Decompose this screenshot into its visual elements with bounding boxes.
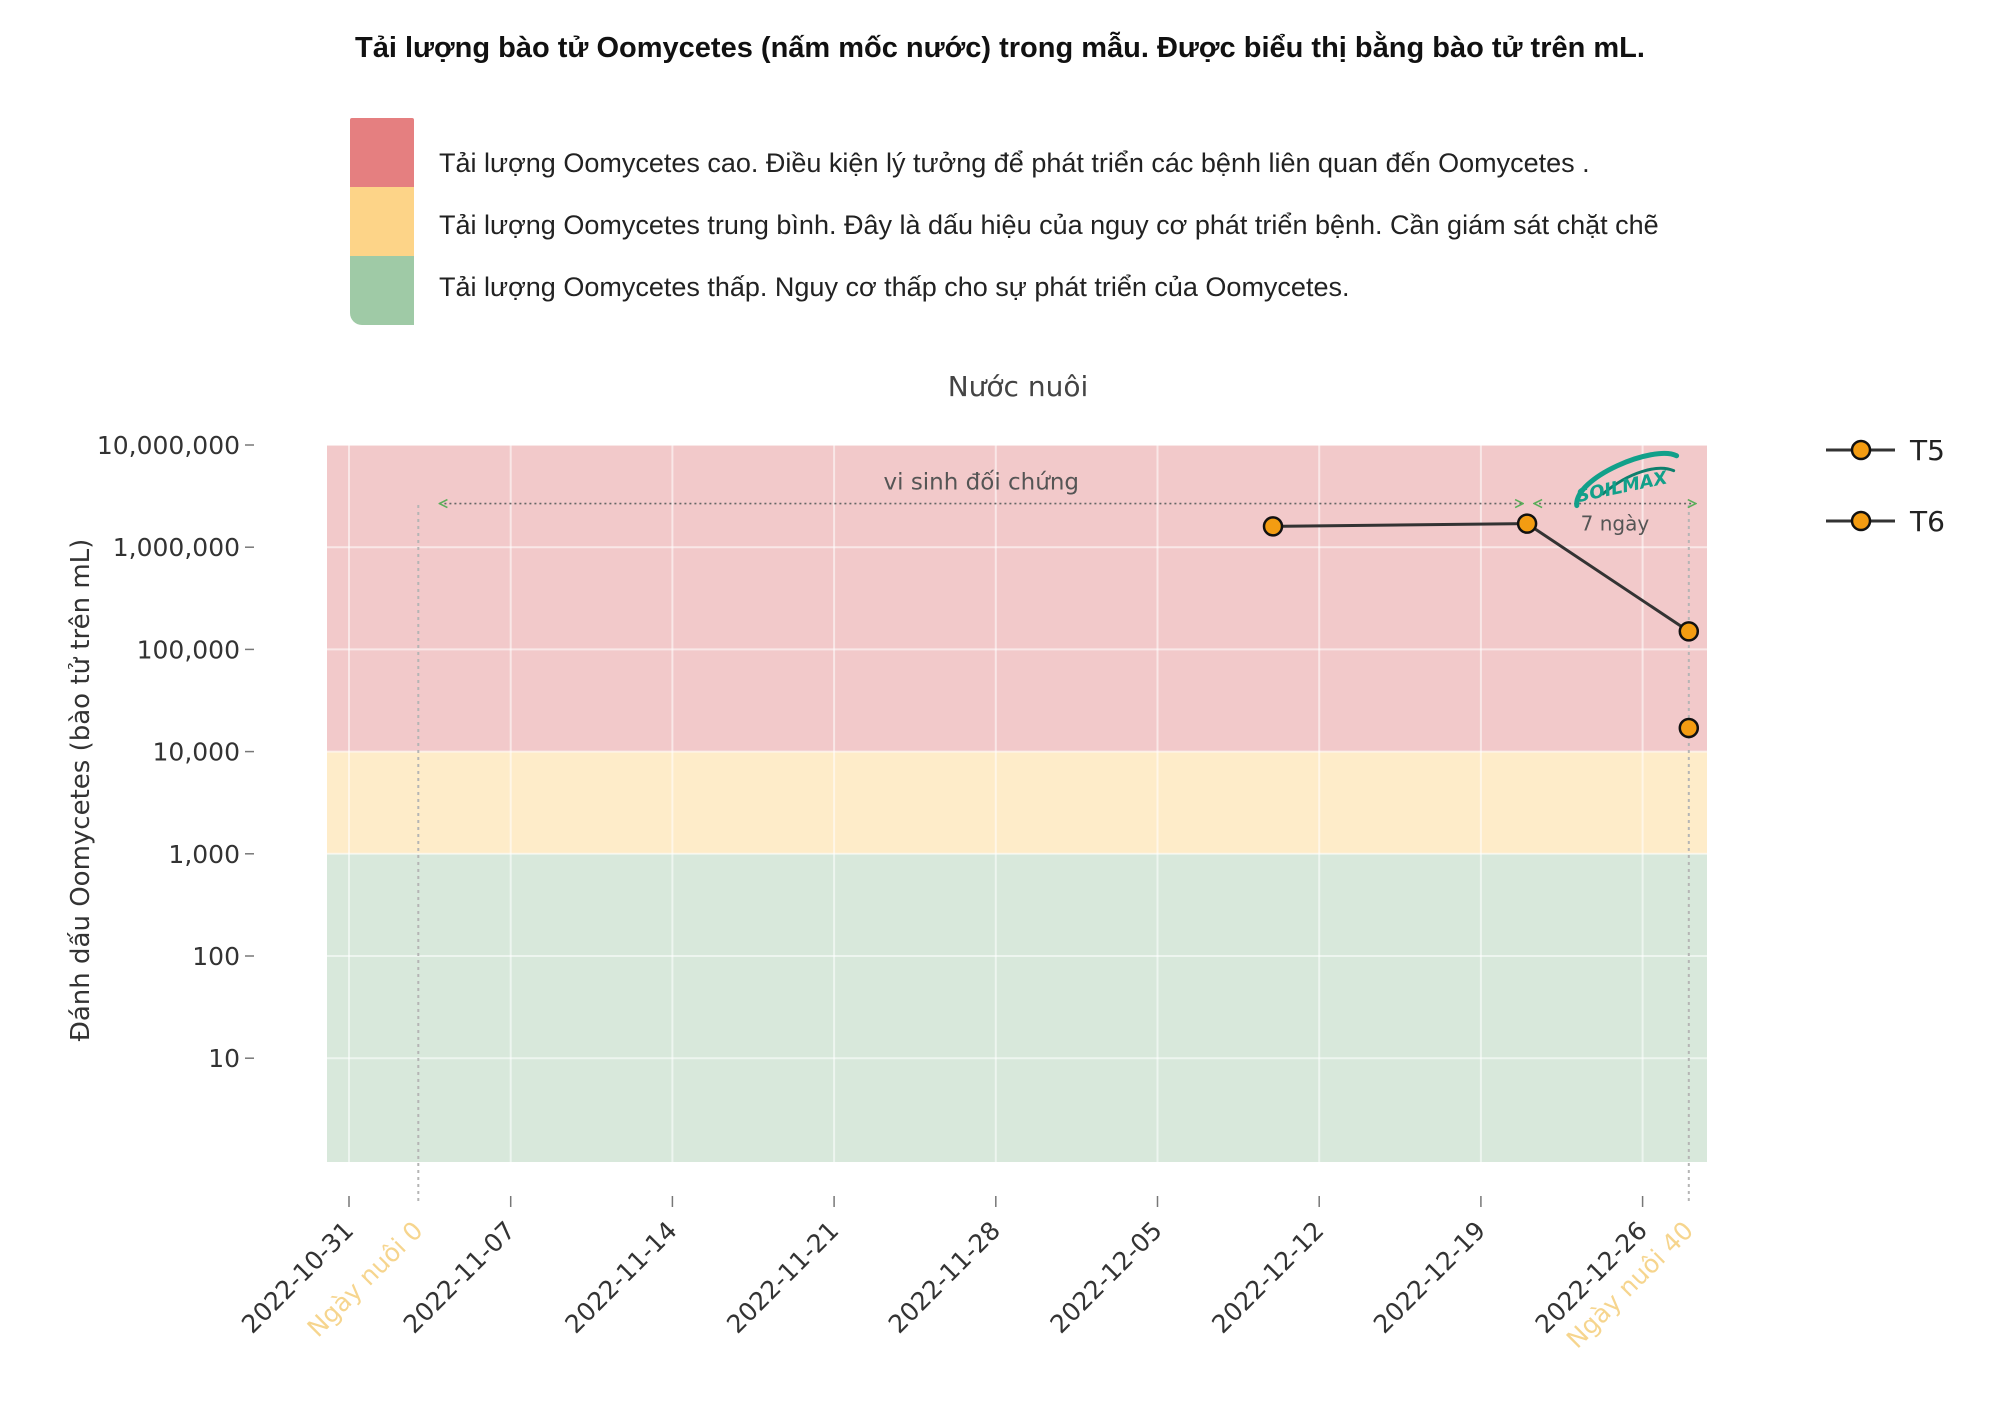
legend-text-low: Tải lượng Oomycetes thấp. Nguy cơ thấp c… xyxy=(439,272,1350,302)
legend-label-T6: T6 xyxy=(1909,505,1945,538)
x-tick-label-4: 2022-11-28 xyxy=(883,1216,1006,1339)
band-0 xyxy=(327,445,1707,752)
risk-bands xyxy=(327,445,1707,1162)
point-T5-1 xyxy=(1516,513,1538,534)
series xyxy=(1262,513,1700,739)
annotation-label-0: vi sinh đối chứng xyxy=(884,470,1080,496)
band-1 xyxy=(327,751,1707,854)
point-T5-2 xyxy=(1678,621,1700,642)
page-heading: Tải lượng bào tử Oomycetes (nấm mốc nước… xyxy=(355,32,1645,64)
point-T6-0 xyxy=(1678,717,1700,739)
x-tick-label-3: 2022-11-21 xyxy=(721,1216,844,1339)
legend-item-T5: T5 xyxy=(1826,434,1945,467)
y-tick-label-1: 1,000,000 xyxy=(113,533,240,562)
legend-band-medium xyxy=(350,187,414,256)
x-tick-label-6: 2022-12-12 xyxy=(1206,1216,1329,1339)
chart-title: Nước nuôi xyxy=(948,370,1089,403)
legend-text-medium: Tải lượng Oomycetes trung bình. Đây là d… xyxy=(439,210,1659,240)
y-tick-label-6: 10 xyxy=(208,1044,240,1073)
point-T5-0 xyxy=(1262,516,1284,537)
series-legend: T5 T6 xyxy=(1826,434,1945,538)
legend-marker-T6 xyxy=(1850,510,1872,532)
y-tick-label-3: 10,000 xyxy=(153,738,240,767)
legend-item-T6: T6 xyxy=(1826,505,1945,538)
legend-band-high xyxy=(350,118,414,187)
annotations: vi sinh đối chứng 7 ngày xyxy=(439,470,1695,536)
y-axis-label: Đánh dấu Oomycetes (bào tử trên mL) xyxy=(66,539,96,1042)
legend-band-low xyxy=(350,256,414,325)
legend-marker-T5 xyxy=(1850,439,1872,461)
legend-label-T5: T5 xyxy=(1909,434,1945,467)
y-tick-label-0: 10,000,000 xyxy=(97,431,240,460)
y-tick-label-2: 100,000 xyxy=(137,635,240,664)
legend-text-high: Tải lượng Oomycetes cao. Điều kiện lý tư… xyxy=(439,148,1590,178)
x-tick-label-7: 2022-12-19 xyxy=(1368,1216,1491,1339)
band-2 xyxy=(327,853,1707,1162)
gridlines xyxy=(250,410,1780,1190)
x-tick-label-5: 2022-12-05 xyxy=(1044,1216,1167,1339)
x-tick-label-2: 2022-11-14 xyxy=(559,1216,682,1339)
y-tick-label-4: 1,000 xyxy=(168,840,240,869)
annotation-label-1: 7 ngày xyxy=(1581,512,1650,536)
y-tick-label-5: 100 xyxy=(192,942,240,971)
